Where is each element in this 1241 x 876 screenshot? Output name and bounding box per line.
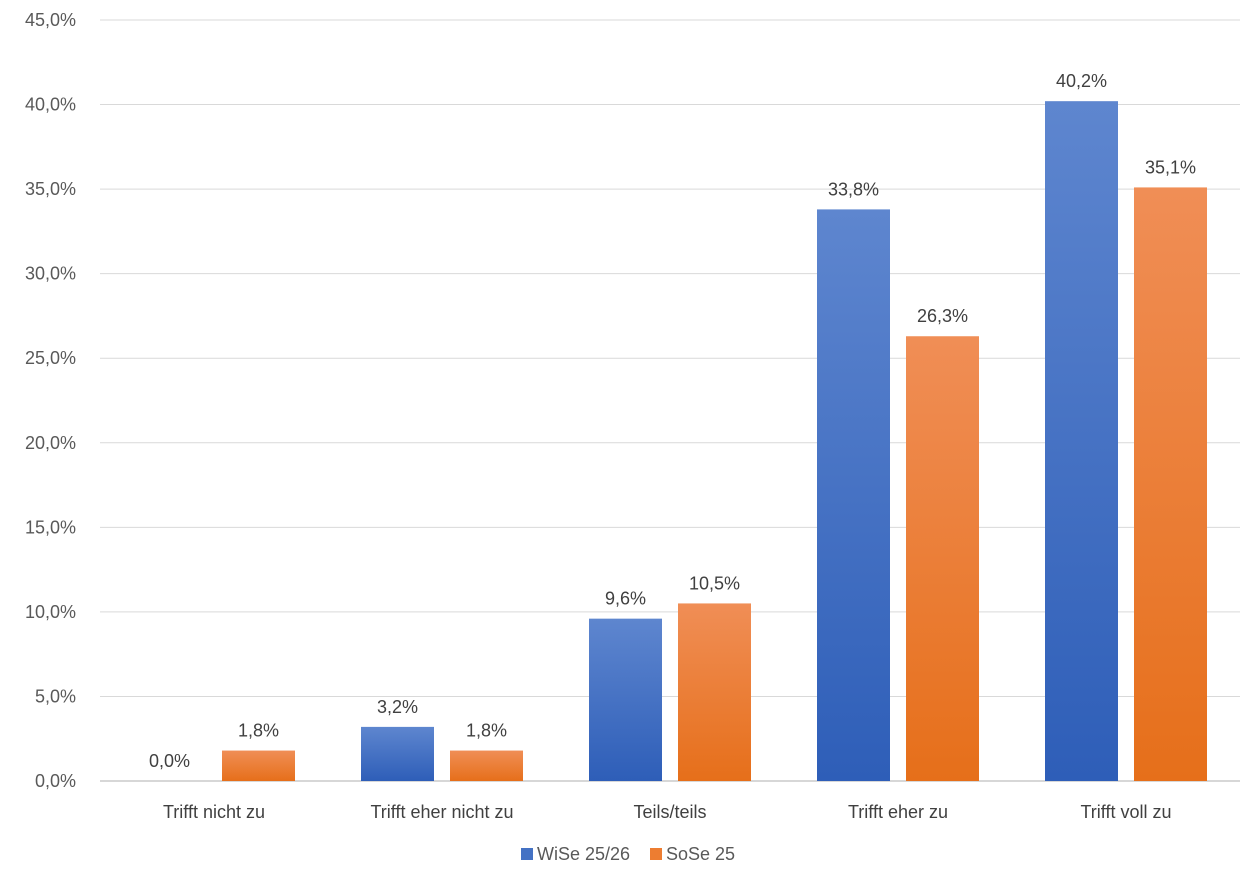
x-axis-category-labels: Trifft nicht zu Trifft eher nicht zu Teils…	[163, 802, 1172, 822]
legend-swatch	[521, 848, 533, 860]
bar-sose-25	[450, 750, 523, 781]
bar-wise-25-26	[589, 618, 662, 781]
y-tick-label: 35,0%	[25, 179, 76, 199]
legend-swatch	[650, 848, 662, 860]
data-label: 35,1%	[1145, 157, 1196, 177]
bar-wise-25-26	[361, 726, 434, 781]
y-tick-label: 25,0%	[25, 348, 76, 368]
bar-sose-25	[222, 750, 295, 781]
bar-wise-25-26	[817, 209, 890, 782]
y-tick-label: 5,0%	[35, 686, 76, 706]
data-labels: 0,0% 1,8% 3,2% 1,8% 9,6% 10,5% 33,8% 26,3% 40,2%…	[149, 71, 1196, 771]
data-label: 33,8%	[828, 179, 879, 199]
legend-label: SoSe 25	[666, 844, 735, 864]
y-tick-label: 15,0%	[25, 517, 76, 537]
data-label: 1,8%	[238, 721, 279, 741]
bar-sose-25	[1134, 187, 1207, 782]
data-label: 10,5%	[689, 573, 740, 593]
y-tick-label: 20,0%	[25, 433, 76, 453]
x-category-label: Trifft eher zu	[848, 802, 948, 822]
legend-label: WiSe 25/26	[537, 844, 630, 864]
y-tick-label: 0,0%	[35, 771, 76, 791]
bar-sose-25	[906, 336, 979, 781]
data-label: 26,3%	[917, 306, 968, 326]
y-tick-label: 40,0%	[25, 95, 76, 115]
gridlines	[100, 19, 1240, 782]
x-category-label: Teils/teils	[633, 802, 706, 822]
y-tick-label: 10,0%	[25, 602, 76, 622]
y-axis-tick-labels: 0,0% 5,0% 10,0% 15,0% 20,0% 25,0% 30,0% 35,0% 40…	[25, 10, 76, 791]
x-category-label: Trifft eher nicht zu	[370, 802, 513, 822]
x-category-label: Trifft nicht zu	[163, 802, 265, 822]
data-label: 1,8%	[466, 721, 507, 741]
data-label: 3,2%	[377, 697, 418, 717]
legend: WiSe 25/26 SoSe 25	[521, 844, 735, 864]
data-label: 0,0%	[149, 751, 190, 771]
bar-sose-25	[678, 603, 751, 781]
bar-wise-25-26	[1045, 101, 1118, 781]
data-label: 40,2%	[1056, 71, 1107, 91]
y-tick-label: 30,0%	[25, 264, 76, 284]
x-category-label: Trifft voll zu	[1080, 802, 1171, 822]
y-tick-label: 45,0%	[25, 10, 76, 30]
bars	[222, 101, 1207, 782]
data-label: 9,6%	[605, 589, 646, 609]
